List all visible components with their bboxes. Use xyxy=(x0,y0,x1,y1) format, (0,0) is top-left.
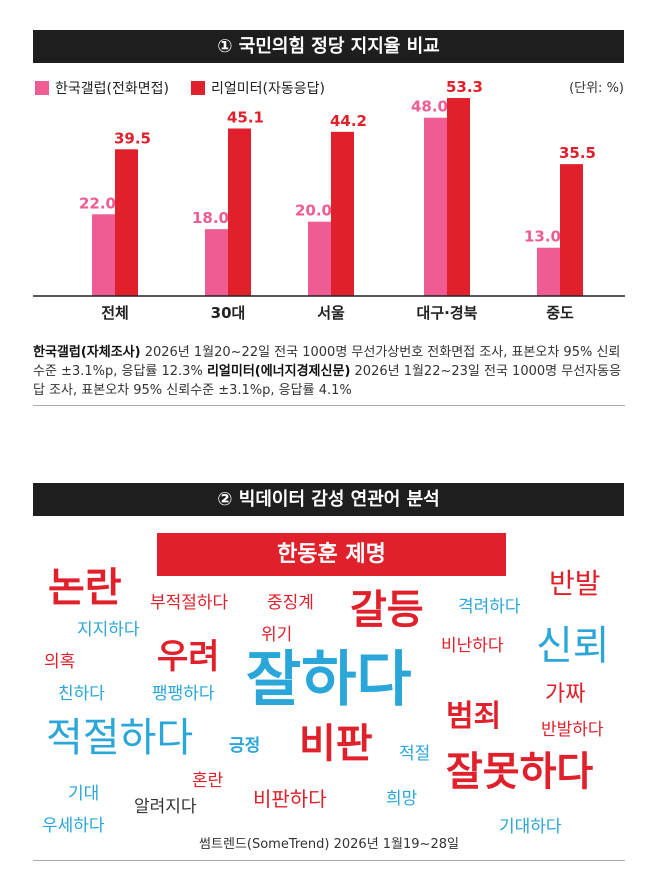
data-label: 18.0 xyxy=(192,209,229,227)
survey-note: 한국갤럽(자체조사) 2026년 1월20~22일 전국 1000명 무선가상번… xyxy=(33,343,625,400)
word: 지지하다 xyxy=(77,620,140,640)
word: 잘하다 xyxy=(246,645,412,715)
data-label: 22.0 xyxy=(79,194,116,212)
note-b-source: 리얼미터(에너지경제신문) xyxy=(206,364,351,379)
source-note: 썸트렌드(SomeTrend) 2026년 1월19~28일 xyxy=(199,837,459,852)
bar-realmeter xyxy=(447,98,470,297)
word: 비판 xyxy=(299,721,373,767)
word: 가짜 xyxy=(545,682,586,707)
word: 팽팽하다 xyxy=(152,684,215,704)
word: 우려 xyxy=(157,637,220,677)
bar-gallup xyxy=(424,117,447,296)
word: 기대 xyxy=(68,784,100,804)
note-b-text: 2026년 1월22~23일 전국 1000명 무선자동응답 조사, 표본오차 … xyxy=(33,364,622,398)
bar-chart: 22.0 39.5 전체 18.0 45.1 30대 20.0 44.2 서울 48.0 53.3 대… xyxy=(33,78,625,322)
bar-gallup xyxy=(537,247,560,296)
section2-title: ② 빅데이터 감성 연관어 분석 xyxy=(33,483,624,516)
word: 부적절하다 xyxy=(150,593,229,613)
cloud-title: 한동훈 제명 xyxy=(157,533,506,576)
word: 반발하다 xyxy=(541,720,604,740)
bar-realmeter xyxy=(560,164,583,296)
legend-swatch-realmeter xyxy=(190,81,205,95)
bar-realmeter xyxy=(115,149,138,296)
word: 적절 xyxy=(399,744,431,764)
note-a-text: 2026년 1월20~22일 전국 1000명 무선가상번호 전화면접 조사, … xyxy=(33,345,621,379)
category-label: 전체 xyxy=(101,304,129,322)
word: 신뢰 xyxy=(536,623,610,669)
data-label: 20.0 xyxy=(295,202,332,220)
legend-swatch-gallup xyxy=(35,81,49,95)
data-label: 44.2 xyxy=(330,112,367,130)
section2-bottom-rule xyxy=(33,860,625,861)
note-a-source: 한국갤럽(자체조사) xyxy=(33,345,141,360)
word: 격려하다 xyxy=(458,597,521,617)
data-label: 53.3 xyxy=(446,78,483,96)
section1-bottom-rule xyxy=(33,405,625,406)
legend-label-gallup: 한국갤럽(전화면접) xyxy=(55,81,169,97)
data-label: 39.5 xyxy=(114,129,151,147)
category-label: 중도 xyxy=(546,304,574,322)
data-label: 13.0 xyxy=(524,228,561,246)
category-label: 30대 xyxy=(211,304,246,322)
bar-realmeter xyxy=(228,128,251,296)
bar-gallup xyxy=(308,221,331,296)
chart-legend: 한국갤럽(전화면접) 리얼미터(자동응답) xyxy=(35,78,347,98)
data-label: 45.1 xyxy=(227,108,264,126)
category-label: 서울 xyxy=(317,304,345,322)
bar-gallup xyxy=(205,229,228,296)
section1-title: ① 국민의힘 정당 지지율 비교 xyxy=(33,30,624,63)
legend-item-gallup: 한국갤럽(전화면접) xyxy=(35,78,169,98)
bar-realmeter xyxy=(331,131,354,296)
word: 중징계 xyxy=(267,593,314,613)
word: 비판하다 xyxy=(253,787,327,811)
word: 반발 xyxy=(549,567,601,600)
word: 혼란 xyxy=(192,771,224,791)
legend-label-realmeter: 리얼미터(자동응답) xyxy=(210,81,325,97)
word: 범죄 xyxy=(446,699,502,734)
unit-label: (단위: %) xyxy=(569,81,624,96)
word: 우세하다 xyxy=(42,816,105,836)
category-label: 대구·경북 xyxy=(417,304,478,322)
word: 기대하다 xyxy=(499,817,562,837)
word: 논란 xyxy=(48,565,122,611)
word: 적절하다 xyxy=(46,715,194,761)
legend-item-realmeter: 리얼미터(자동응답) xyxy=(190,78,325,98)
word: 의혹 xyxy=(44,652,76,672)
bar-gallup xyxy=(92,214,115,296)
word: 갈등 xyxy=(350,587,424,633)
word: 비난하다 xyxy=(441,636,504,656)
data-label: 48.0 xyxy=(411,98,448,116)
word: 희망 xyxy=(386,789,418,809)
data-label: 35.5 xyxy=(559,144,596,162)
word: 위기 xyxy=(261,625,293,645)
word: 친하다 xyxy=(58,684,105,704)
word: 긍정 xyxy=(229,736,261,756)
word: 알려지다 xyxy=(134,797,197,817)
word: 잘못하다 xyxy=(446,749,594,795)
